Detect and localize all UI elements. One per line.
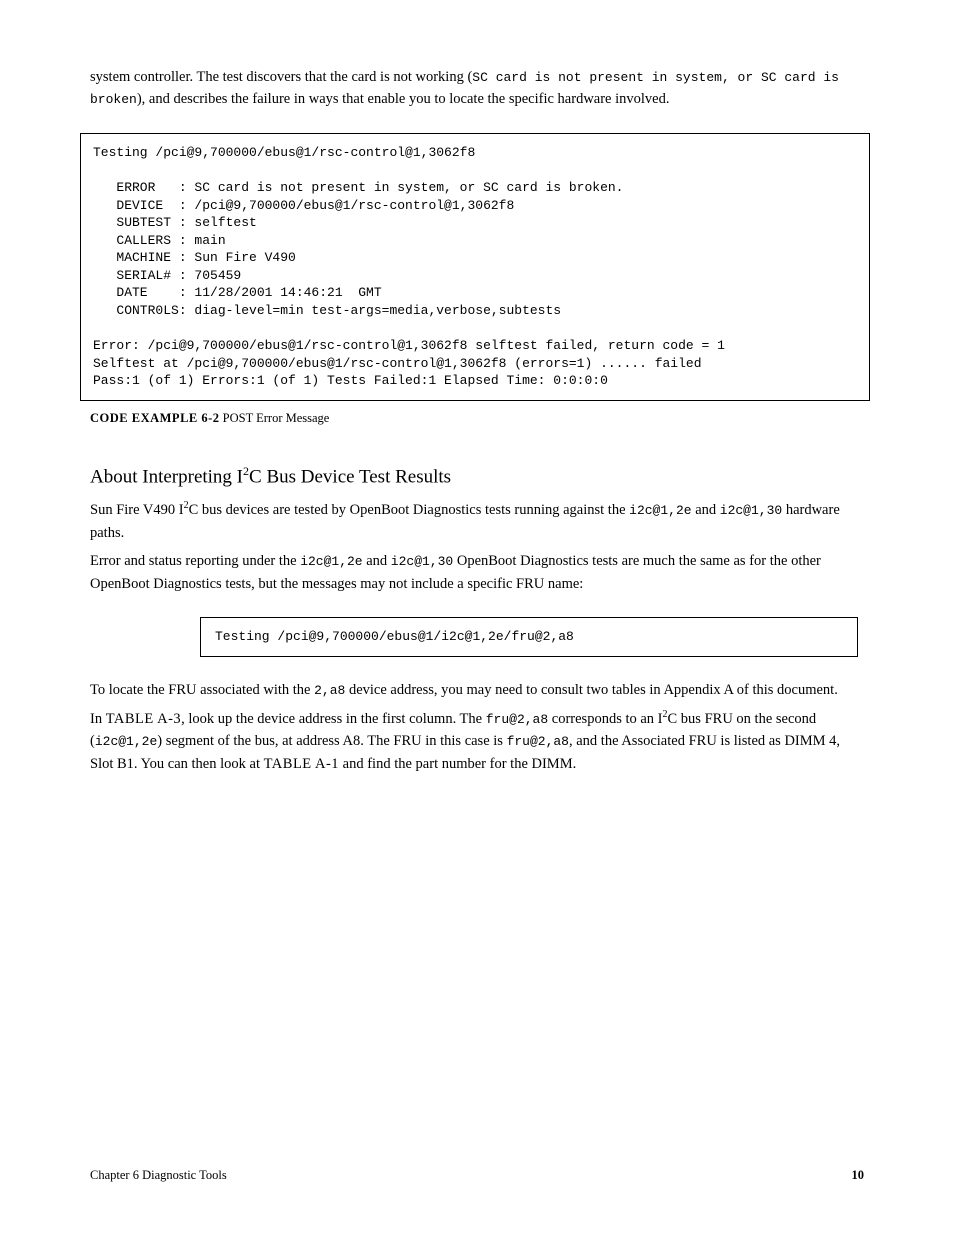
intro-text-2: ), and describes the failure in ways tha… (137, 91, 670, 107)
code-small-text: Testing /pci@9,700000/ebus@1/i2c@1,2e/fr… (215, 629, 574, 644)
locate-2: device address, you may need to consult … (345, 682, 663, 698)
sun-fire-paragraph: Sun Fire V490 I2C bus devices are tested… (90, 498, 864, 544)
code-caption-1: CODE EXAMPLE 6-2 POST Error Message (90, 409, 864, 428)
locate-1: To locate the FRU associated with the (90, 682, 314, 698)
footer-page-number: 10 (852, 1168, 865, 1183)
page-footer: Chapter 6 Diagnostic Tools 10 (90, 1168, 864, 1183)
footer-chapter: Chapter 6 Diagnostic Tools (90, 1168, 227, 1183)
a3-mono2: i2c@1,2e (95, 734, 157, 749)
err-status-1: Error and status reporting under the (90, 553, 300, 569)
page-content: system controller. The test discovers th… (0, 0, 954, 1235)
section-heading-i2c: About Interpreting I2C Bus Device Test R… (90, 464, 864, 488)
sun-note-mono2: i2c@1,30 (720, 503, 782, 518)
code-label-1: CODE EXAMPLE 6-2 (90, 411, 220, 425)
locate-app-ref: Appendix A (663, 682, 733, 698)
sun-note-mono1: i2c@1,2e (629, 503, 691, 518)
sun-note-2: C bus devices are tested by OpenBoot Dia… (189, 502, 630, 518)
code-big-tail: Error: /pci@9,700000/ebus@1/rsc-control@… (93, 338, 725, 388)
code-block-small: Testing /pci@9,700000/ebus@1/i2c@1,2e/fr… (200, 617, 858, 657)
intro-text-1: system controller. The test discovers th… (90, 69, 472, 85)
heading-text-1: About Interpreting I (90, 466, 243, 487)
err-status-mono2: i2c@1,30 (391, 554, 453, 569)
sun-note-1: Sun Fire V490 I (90, 502, 184, 518)
code-big-block: ERROR : SC card is not present in system… (93, 180, 624, 318)
heading-text-2: C Bus Device Test Results (249, 466, 451, 487)
intro-paragraph: system controller. The test discovers th… (90, 66, 864, 111)
locate-fru-paragraph: To locate the FRU associated with the 2,… (90, 679, 864, 701)
a3-mono3: fru@2,a8 (507, 734, 569, 749)
code-block-main: Testing /pci@9,700000/ebus@1/rsc-control… (80, 133, 870, 401)
a3-after1: , look up the device address in the firs… (181, 711, 486, 727)
err-status-mono1: i2c@1,2e (300, 554, 362, 569)
a3-after6: and find the part number for the DIMM. (339, 756, 576, 772)
code-big-title: Testing /pci@9,700000/ebus@1/rsc-control… (93, 145, 475, 160)
locate-3: of this document. (733, 682, 838, 698)
err-status-mid: and (363, 553, 391, 569)
error-status-paragraph: Error and status reporting under the i2c… (90, 550, 864, 595)
code-caption-text-1: POST Error Message (220, 411, 330, 425)
table-a3-paragraph: In TABLE A-3, look up the device address… (90, 707, 864, 775)
locate-mono: 2,a8 (314, 683, 345, 698)
a3-after4: ) segment of the bus, at address A8. The… (157, 733, 506, 749)
a3-label: TABLE A-3 (106, 711, 181, 727)
a3-before: In (90, 711, 106, 727)
a3-after2: corresponds to an I (548, 711, 662, 727)
a1-label: TABLE A-1 (264, 756, 339, 772)
sun-note-mid: and (692, 502, 720, 518)
a3-mono1: fru@2,a8 (486, 712, 548, 727)
